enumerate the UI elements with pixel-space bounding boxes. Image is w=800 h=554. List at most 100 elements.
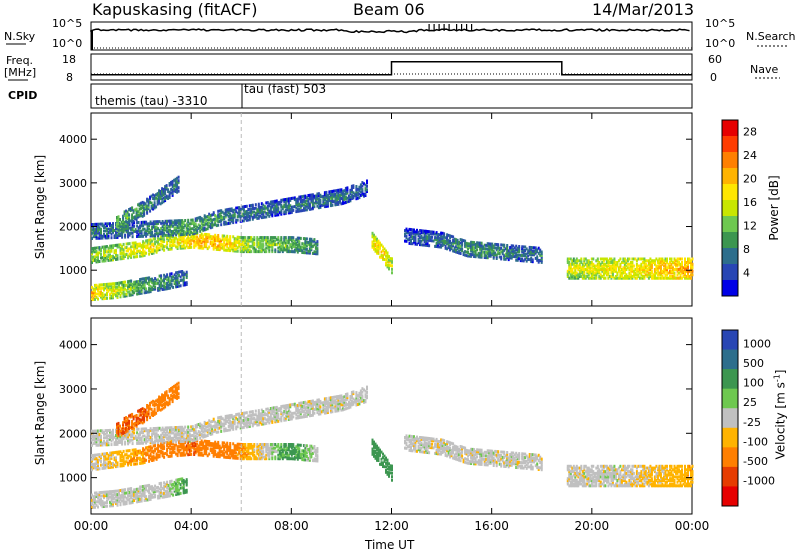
power-cell: [106, 232, 108, 236]
power-cell: [269, 243, 272, 247]
power-cell: [142, 227, 145, 231]
power-cell: [217, 237, 220, 241]
power-cell: [142, 224, 145, 228]
power-cell: [130, 279, 133, 283]
velocity-cell: [110, 443, 113, 447]
power-cell: [137, 242, 140, 246]
velocity-cell: [151, 437, 154, 441]
power-cell: [241, 237, 244, 241]
power-cell: [203, 239, 206, 243]
power-cell: [149, 240, 152, 243]
power-cell: [226, 248, 229, 252]
power-cell: [199, 241, 202, 245]
power-cell: [125, 230, 128, 234]
power-cell: [115, 250, 117, 254]
power-cell: [241, 241, 244, 245]
power-cell: [227, 247, 230, 251]
velocity-cell: [163, 455, 166, 459]
power-cell: [235, 247, 238, 251]
power-cell: [274, 248, 277, 252]
power-cell: [103, 234, 105, 238]
power-cell: [122, 248, 125, 252]
power-cell: [196, 240, 199, 244]
power-cell: [248, 236, 251, 240]
velocity-cell: [214, 449, 217, 453]
power-cell: [265, 243, 268, 247]
power-cell: [97, 222, 99, 226]
power-cell: [154, 232, 157, 236]
power-cell: [592, 257, 595, 261]
power-cell: [113, 234, 116, 238]
power-cell: [262, 244, 265, 248]
power-cell: [116, 245, 119, 249]
power-cell: [119, 250, 122, 254]
velocity-cell: [98, 467, 101, 471]
power-cell: [127, 249, 130, 253]
power-cell: [136, 255, 139, 259]
power-cell: [298, 249, 301, 252]
power-cell: [242, 239, 245, 243]
power-cell: [158, 230, 161, 234]
power-cell: [181, 244, 184, 248]
power-cell: [166, 242, 169, 246]
power-cell: [145, 220, 148, 224]
power-cell: [307, 242, 310, 246]
power-cell: [220, 223, 223, 227]
power-cell: [94, 231, 96, 235]
power-cell: [145, 239, 148, 243]
power-cell: [212, 247, 215, 251]
nsky-panel-frame: [90, 21, 693, 51]
power-cell: [200, 232, 203, 236]
power-cell: [281, 248, 284, 252]
power-cell: [98, 260, 101, 263]
power-cell: [506, 244, 509, 247]
power-cell: [254, 250, 257, 254]
power-cell: [133, 255, 136, 259]
power-cell: [112, 222, 114, 226]
velocity-cell: [305, 444, 308, 448]
power-cell: [205, 238, 208, 242]
power-cell: [158, 242, 161, 246]
power-cell: [263, 237, 266, 241]
power-cell: [140, 254, 143, 258]
power-cell: [289, 244, 292, 248]
power-cell: [133, 243, 136, 247]
power-cell: [265, 246, 268, 250]
power-cell: [95, 235, 98, 239]
power-cell: [100, 249, 102, 253]
power-cell: [140, 252, 143, 256]
power-cell: [205, 241, 208, 245]
power-cell: [197, 237, 200, 241]
power-cell: [673, 271, 676, 275]
power-cell: [157, 221, 160, 225]
power-cell: [133, 221, 136, 225]
power-cell: [145, 246, 148, 250]
power-cell: [311, 239, 314, 243]
velocity-cell: [265, 457, 268, 461]
power-cell: [136, 224, 139, 228]
power-cell: [248, 239, 251, 243]
power-cell: [302, 244, 305, 248]
power-cell: [284, 237, 287, 241]
power-cell: [212, 242, 215, 246]
power-cell: [296, 248, 299, 252]
power-cell: [272, 243, 275, 247]
power-cell: [194, 237, 197, 241]
power-cell: [391, 264, 393, 268]
power-cell: [163, 248, 166, 252]
power-cell: [139, 224, 142, 228]
velocity-cell: [266, 443, 269, 446]
power-cell: [110, 249, 113, 253]
power-cell: [127, 256, 130, 260]
power-cell: [112, 223, 114, 227]
power-cell: [107, 234, 110, 238]
power-cell: [97, 255, 99, 258]
power-cell: [232, 235, 235, 239]
power-cell: [122, 230, 125, 234]
power-cell: [242, 243, 245, 247]
power-cell: [247, 236, 250, 240]
power-cell: [233, 247, 236, 251]
power-cell: [265, 250, 268, 254]
power-cell: [391, 257, 393, 261]
power-cell: [103, 245, 105, 249]
